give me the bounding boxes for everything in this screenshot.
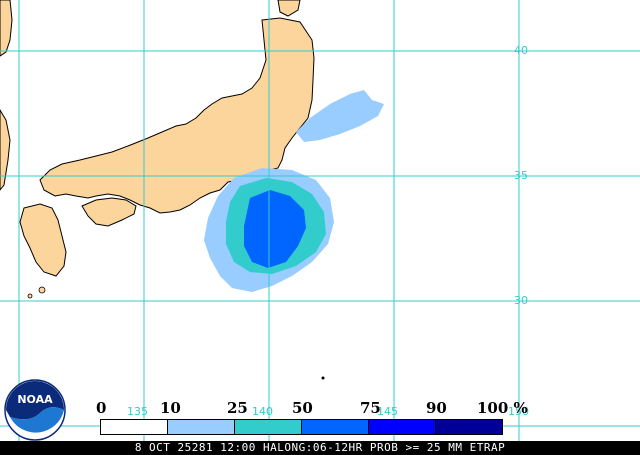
- legend-swatch-25-50: [234, 419, 302, 435]
- land-korea: [0, 0, 13, 57]
- noaa-logo: NOAA: [4, 379, 66, 441]
- land-korea-south: [0, 109, 11, 191]
- legend-tick-0: 0: [96, 399, 107, 417]
- land-island: [321, 376, 325, 380]
- lat-label-30: 30: [514, 294, 528, 307]
- prob-10-25-region-northeast: [296, 90, 384, 142]
- legend-tick-75: 75: [360, 399, 381, 417]
- legend-tick-25: 25: [227, 399, 248, 417]
- legend-swatch-90-100: [435, 419, 503, 435]
- legend-swatch-50-75: [301, 419, 369, 435]
- lon-label-145: 145: [377, 405, 398, 418]
- legend-tick-10: 10: [160, 399, 181, 417]
- lat-label-35: 35: [514, 169, 528, 182]
- caption-bar: 8 OCT 25281 12:00 HALONG:06-12HR PROB >=…: [0, 441, 640, 455]
- lon-label-140: 140: [252, 405, 273, 418]
- legend-tick-50: 50: [292, 399, 313, 417]
- legend-colorbar: [100, 419, 504, 437]
- land-honshu: [39, 17, 315, 214]
- lon-label-135: 135: [127, 405, 148, 418]
- legend-swatch-10-25: [167, 419, 235, 435]
- land-island: [27, 293, 33, 299]
- graticule: [0, 0, 640, 441]
- prob-50-75-region: [244, 190, 306, 268]
- legend-tick-90: 90: [426, 399, 447, 417]
- svg-text:NOAA: NOAA: [17, 393, 53, 406]
- legend-tick-100: 100 %: [477, 399, 528, 417]
- lon-label-150: 150: [508, 405, 529, 418]
- land-hokkaido: [277, 0, 301, 17]
- land-shikoku: [81, 197, 137, 227]
- land-island: [38, 286, 46, 294]
- land-kyushu: [19, 203, 67, 277]
- legend-swatch-0-10: [100, 419, 168, 435]
- lat-label-40: 40: [514, 44, 528, 57]
- legend-swatch-75-90: [368, 419, 436, 435]
